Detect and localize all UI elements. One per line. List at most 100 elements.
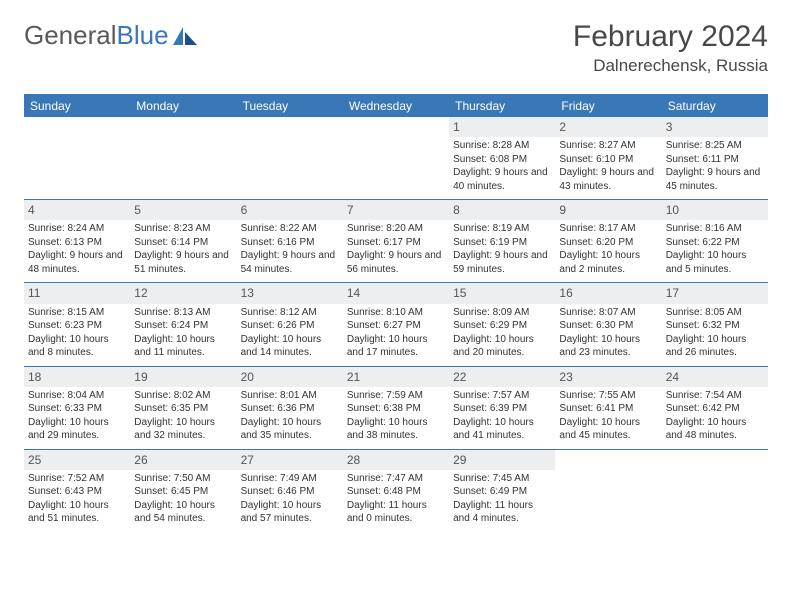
- day-number: [555, 450, 661, 454]
- sunset-text: Sunset: 6:27 PM: [347, 319, 445, 333]
- day-number: 1: [449, 117, 555, 137]
- daylight-text: Daylight: 9 hours and 51 minutes.: [134, 249, 232, 276]
- daylight-text: Daylight: 10 hours and 11 minutes.: [134, 333, 232, 360]
- daylight-text: Daylight: 10 hours and 57 minutes.: [241, 499, 339, 526]
- weekday-header: Wednesday: [343, 94, 449, 117]
- sunset-text: Sunset: 6:22 PM: [666, 236, 764, 250]
- day-number: 17: [662, 283, 768, 303]
- sunset-text: Sunset: 6:35 PM: [134, 402, 232, 416]
- daylight-text: Daylight: 10 hours and 8 minutes.: [28, 333, 126, 360]
- sunrise-text: Sunrise: 8:09 AM: [453, 306, 551, 320]
- day-number: 11: [24, 283, 130, 303]
- calendar-row: 4Sunrise: 8:24 AMSunset: 6:13 PMDaylight…: [24, 199, 768, 282]
- day-number: [662, 450, 768, 454]
- sunrise-text: Sunrise: 7:49 AM: [241, 472, 339, 486]
- sail-icon: [173, 27, 199, 45]
- day-number: 3: [662, 117, 768, 137]
- day-number: 5: [130, 200, 236, 220]
- sunset-text: Sunset: 6:26 PM: [241, 319, 339, 333]
- sunrise-text: Sunrise: 7:54 AM: [666, 389, 764, 403]
- page-subtitle: Dalnerechensk, Russia: [573, 56, 768, 76]
- sunrise-text: Sunrise: 8:12 AM: [241, 306, 339, 320]
- calendar-cell: 10Sunrise: 8:16 AMSunset: 6:22 PMDayligh…: [662, 200, 768, 282]
- sunrise-text: Sunrise: 8:28 AM: [453, 139, 551, 153]
- sunrise-text: Sunrise: 8:02 AM: [134, 389, 232, 403]
- calendar-cell: [555, 450, 661, 532]
- calendar-cell: 11Sunrise: 8:15 AMSunset: 6:23 PMDayligh…: [24, 283, 130, 365]
- sunset-text: Sunset: 6:41 PM: [559, 402, 657, 416]
- day-number: 9: [555, 200, 661, 220]
- sunset-text: Sunset: 6:19 PM: [453, 236, 551, 250]
- sunset-text: Sunset: 6:30 PM: [559, 319, 657, 333]
- sunset-text: Sunset: 6:08 PM: [453, 153, 551, 167]
- daylight-text: Daylight: 10 hours and 54 minutes.: [134, 499, 232, 526]
- calendar-cell: 1Sunrise: 8:28 AMSunset: 6:08 PMDaylight…: [449, 117, 555, 199]
- calendar-cell: 15Sunrise: 8:09 AMSunset: 6:29 PMDayligh…: [449, 283, 555, 365]
- daylight-text: Daylight: 10 hours and 38 minutes.: [347, 416, 445, 443]
- day-number: 28: [343, 450, 449, 470]
- sunset-text: Sunset: 6:11 PM: [666, 153, 764, 167]
- sunrise-text: Sunrise: 7:57 AM: [453, 389, 551, 403]
- sunset-text: Sunset: 6:14 PM: [134, 236, 232, 250]
- calendar-row: 11Sunrise: 8:15 AMSunset: 6:23 PMDayligh…: [24, 282, 768, 365]
- sunrise-text: Sunrise: 8:10 AM: [347, 306, 445, 320]
- logo: GeneralBlue: [24, 20, 199, 51]
- sunrise-text: Sunrise: 8:07 AM: [559, 306, 657, 320]
- calendar-cell: 22Sunrise: 7:57 AMSunset: 6:39 PMDayligh…: [449, 367, 555, 449]
- day-number: [24, 117, 130, 121]
- calendar-cell: 5Sunrise: 8:23 AMSunset: 6:14 PMDaylight…: [130, 200, 236, 282]
- calendar-cell: 2Sunrise: 8:27 AMSunset: 6:10 PMDaylight…: [555, 117, 661, 199]
- sunrise-text: Sunrise: 7:52 AM: [28, 472, 126, 486]
- calendar-cell: 14Sunrise: 8:10 AMSunset: 6:27 PMDayligh…: [343, 283, 449, 365]
- sunrise-text: Sunrise: 8:16 AM: [666, 222, 764, 236]
- daylight-text: Daylight: 11 hours and 0 minutes.: [347, 499, 445, 526]
- day-number: 27: [237, 450, 343, 470]
- daylight-text: Daylight: 10 hours and 45 minutes.: [559, 416, 657, 443]
- daylight-text: Daylight: 10 hours and 23 minutes.: [559, 333, 657, 360]
- calendar-row: 1 Sunrise: 8:28 AMSunset: 6:08 PM Daylight…: [24, 117, 768, 199]
- calendar-cell: 13Sunrise: 8:12 AMSunset: 6:26 PMDayligh…: [237, 283, 343, 365]
- calendar-cell: 12Sunrise: 8:13 AMSunset: 6:24 PMDayligh…: [130, 283, 236, 365]
- daylight-text: Daylight: 9 hours and 54 minutes.: [241, 249, 339, 276]
- daylight-text: Daylight: 9 hours and 45 minutes.: [666, 166, 764, 193]
- calendar-cell: 28Sunrise: 7:47 AMSunset: 6:48 PMDayligh…: [343, 450, 449, 532]
- calendar: Sunday Monday Tuesday Wednesday Thursday…: [24, 94, 768, 532]
- calendar-cell: [237, 117, 343, 199]
- sunrise-text: Sunrise: 7:45 AM: [453, 472, 551, 486]
- page-title: February 2024: [573, 20, 768, 54]
- sunrise-text: Sunrise: 7:55 AM: [559, 389, 657, 403]
- day-number: 22: [449, 367, 555, 387]
- sunset-text: Sunset: 6:39 PM: [453, 402, 551, 416]
- day-number: [343, 117, 449, 121]
- sunrise-text: Sunrise: 7:59 AM: [347, 389, 445, 403]
- calendar-cell: 26Sunrise: 7:50 AMSunset: 6:45 PMDayligh…: [130, 450, 236, 532]
- sunset-text: Sunset: 6:17 PM: [347, 236, 445, 250]
- sunrise-text: Sunrise: 8:15 AM: [28, 306, 126, 320]
- sunrise-text: Sunrise: 8:01 AM: [241, 389, 339, 403]
- sunset-text: Sunset: 6:10 PM: [559, 153, 657, 167]
- calendar-cell: 21Sunrise: 7:59 AMSunset: 6:38 PMDayligh…: [343, 367, 449, 449]
- sunset-text: Sunset: 6:33 PM: [28, 402, 126, 416]
- daylight-text: Daylight: 9 hours and 48 minutes.: [28, 249, 126, 276]
- daylight-text: Daylight: 10 hours and 48 minutes.: [666, 416, 764, 443]
- day-number: 15: [449, 283, 555, 303]
- day-number: 25: [24, 450, 130, 470]
- calendar-cell: 17Sunrise: 8:05 AMSunset: 6:32 PMDayligh…: [662, 283, 768, 365]
- sunset-text: Sunset: 6:32 PM: [666, 319, 764, 333]
- daylight-text: Daylight: 10 hours and 32 minutes.: [134, 416, 232, 443]
- day-number: 21: [343, 367, 449, 387]
- sunset-text: Sunset: 6:20 PM: [559, 236, 657, 250]
- weekday-header-row: Sunday Monday Tuesday Wednesday Thursday…: [24, 94, 768, 117]
- daylight-text: Daylight: 9 hours and 59 minutes.: [453, 249, 551, 276]
- calendar-cell: [130, 117, 236, 199]
- sunset-text: Sunset: 6:45 PM: [134, 485, 232, 499]
- sunrise-text: Sunrise: 8:13 AM: [134, 306, 232, 320]
- day-number: 7: [343, 200, 449, 220]
- calendar-cell: 7Sunrise: 8:20 AMSunset: 6:17 PMDaylight…: [343, 200, 449, 282]
- weekday-header: Friday: [555, 94, 661, 117]
- sunrise-text: Sunrise: 8:05 AM: [666, 306, 764, 320]
- calendar-cell: 8Sunrise: 8:19 AMSunset: 6:19 PMDaylight…: [449, 200, 555, 282]
- daylight-text: Daylight: 9 hours and 56 minutes.: [347, 249, 445, 276]
- day-number: 2: [555, 117, 661, 137]
- weekday-header: Monday: [130, 94, 236, 117]
